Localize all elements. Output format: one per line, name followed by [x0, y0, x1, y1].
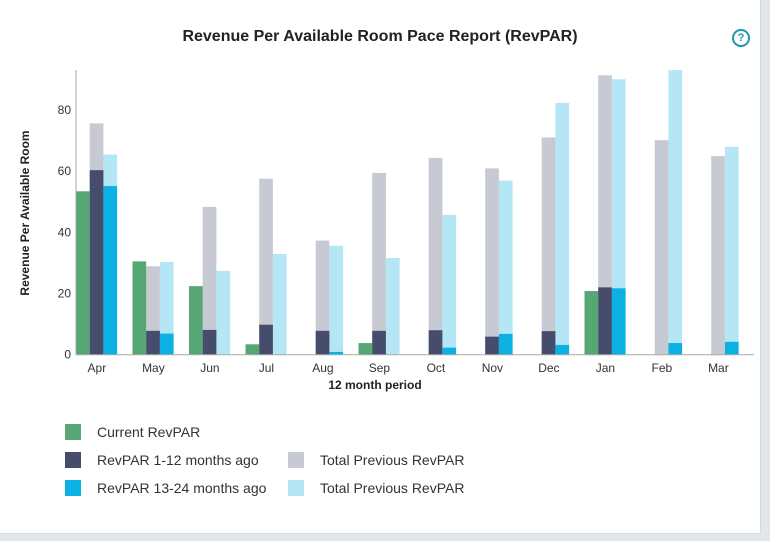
legend-swatch — [288, 480, 304, 496]
bar-jul-series-2 — [259, 324, 273, 355]
bar-jul-series-0 — [245, 344, 260, 355]
y-tick-label: 20 — [58, 287, 72, 301]
bar-dec-series-2 — [541, 331, 556, 355]
x-tick-label: Sep — [369, 361, 391, 375]
bar-mar-series-1 — [711, 156, 725, 355]
bar-apr-series-0 — [76, 191, 90, 355]
x-tick-label: Jan — [596, 361, 615, 375]
bar-may-series-0 — [132, 261, 147, 355]
legend-label: RevPAR 13-24 months ago — [97, 480, 267, 496]
bar-feb-series-3 — [668, 70, 683, 355]
x-axis-label: 12 month period — [328, 378, 421, 392]
bar-jun-series-2 — [202, 329, 217, 355]
y-tick-label: 60 — [58, 164, 72, 178]
legend-label: RevPAR 1-12 months ago — [97, 452, 259, 468]
bar-nov-series-1 — [485, 168, 499, 355]
legend-swatch — [65, 480, 81, 496]
y-tick-label: 80 — [58, 103, 72, 117]
x-tick-label: Oct — [427, 361, 446, 375]
bar-jan-series-0 — [584, 291, 599, 355]
legend-swatch — [288, 452, 304, 468]
bar-aug-series-1 — [315, 240, 330, 355]
bar-jan-series-4 — [611, 288, 626, 355]
bar-mar-series-3 — [724, 146, 739, 355]
chart-card: Revenue Per Available Room Pace Report (… — [0, 0, 761, 534]
bar-jul-series-3 — [272, 254, 287, 355]
question-circle-icon[interactable]: ? — [732, 29, 750, 47]
bar-sep-series-1 — [372, 172, 386, 355]
legend-item[interactable]: RevPAR 13-24 months ago — [65, 480, 266, 496]
y-axis-label: Revenue Per Available Room — [18, 130, 32, 295]
bar-apr-series-2 — [89, 170, 104, 355]
bar-may-series-4 — [159, 333, 174, 355]
bar-oct-series-4 — [442, 347, 457, 355]
chart-title: Revenue Per Available Room Pace Report (… — [182, 28, 578, 45]
bar-dec-series-4 — [555, 344, 570, 355]
bar-jun-series-0 — [189, 286, 203, 355]
bar-dec-series-3 — [555, 102, 570, 355]
legend-item[interactable]: Total Previous RevPAR — [288, 480, 464, 496]
legend-item[interactable]: Current RevPAR — [65, 424, 200, 440]
x-tick-label: May — [142, 361, 165, 375]
bar-jul-series-1 — [259, 178, 273, 355]
legend-label: Total Previous RevPAR — [320, 480, 465, 496]
bar-aug-series-2 — [315, 330, 330, 355]
bar-may-series-3 — [159, 261, 174, 355]
bar-may-series-2 — [146, 330, 160, 355]
legend-item[interactable]: Total Previous RevPAR — [288, 452, 464, 468]
bar-aug-series-3 — [329, 245, 344, 355]
bar-jun-series-3 — [216, 270, 231, 355]
bar-feb-series-1 — [654, 140, 669, 355]
x-tick-label: Apr — [88, 361, 107, 375]
bar-jan-series-2 — [598, 287, 612, 355]
x-tick-label: Aug — [312, 361, 333, 375]
x-tick-label: Dec — [538, 361, 559, 375]
bar-sep-series-2 — [372, 330, 386, 355]
bar-apr-series-4 — [103, 186, 118, 355]
x-tick-label: Jun — [200, 361, 219, 375]
x-tick-label: Jul — [259, 361, 274, 375]
legend-swatch — [65, 452, 81, 468]
legend-label: Current RevPAR — [97, 424, 201, 440]
x-tick-label: Mar — [708, 361, 729, 375]
bar-jan-series-1 — [598, 75, 612, 355]
y-tick-label: 40 — [58, 225, 72, 239]
x-tick-label: Nov — [482, 361, 503, 375]
bar-oct-series-3 — [442, 214, 457, 355]
bar-sep-series-0 — [358, 343, 373, 355]
legend-label: Total Previous RevPAR — [320, 452, 465, 468]
bar-jan-series-3 — [611, 79, 626, 355]
bar-jun-series-1 — [202, 206, 217, 355]
bar-mar-series-4 — [724, 341, 739, 355]
legend-swatch — [65, 424, 81, 440]
bar-dec-series-1 — [541, 137, 556, 355]
bar-feb-series-4 — [668, 343, 683, 355]
legend-item[interactable]: RevPAR 1-12 months ago — [65, 452, 259, 468]
bar-nov-series-3 — [498, 180, 513, 355]
bar-oct-series-1 — [428, 157, 443, 355]
bar-aug-series-4 — [329, 351, 344, 355]
bar-sep-series-3 — [385, 258, 400, 355]
x-tick-label: Feb — [652, 361, 673, 375]
bar-nov-series-2 — [485, 336, 499, 355]
y-tick-label: 0 — [64, 348, 71, 362]
chart-plot: Apr May Jun Jul Aug Sep Oct Nov Dec Jan Feb Mar 0 20 4… — [18, 70, 754, 392]
bar-nov-series-4 — [498, 333, 513, 355]
bar-oct-series-2 — [428, 330, 443, 355]
